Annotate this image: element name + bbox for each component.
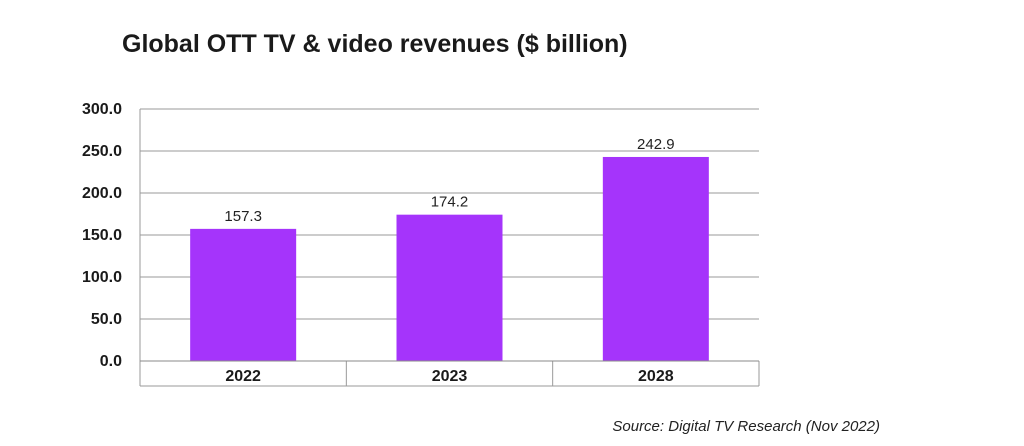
data-label-2028: 242.9: [637, 136, 675, 153]
bar-2023: [396, 214, 503, 361]
data-labels: 157.3 174.2 242.9: [224, 136, 674, 225]
y-tick-label: 50.0: [91, 311, 122, 328]
data-label-2023: 174.2: [431, 194, 469, 211]
x-tick-label-2028: 2028: [638, 368, 674, 385]
chart-title: Global OTT TV & video revenues ($ billio…: [122, 30, 628, 58]
bar-2022: [190, 228, 297, 361]
x-tick-label-2022: 2022: [225, 368, 261, 385]
y-tick-label: 200.0: [82, 185, 122, 202]
y-tick-label: 0.0: [100, 353, 122, 370]
y-tick-label: 250.0: [82, 143, 122, 160]
source-note: Source: Digital TV Research (Nov 2022): [612, 418, 880, 435]
data-label-2022: 157.3: [224, 208, 262, 225]
x-tick-label-2023: 2023: [432, 368, 468, 385]
x-axis: 2022 2023 2028: [140, 360, 760, 387]
bar-2028: [602, 156, 709, 361]
y-tick-label: 300.0: [82, 101, 122, 118]
y-tick-label: 100.0: [82, 269, 122, 286]
y-axis-ticks: 0.0 50.0 100.0 150.0 200.0 250.0 300.0: [82, 101, 122, 370]
y-tick-label: 150.0: [82, 227, 122, 244]
bars: [190, 156, 709, 361]
